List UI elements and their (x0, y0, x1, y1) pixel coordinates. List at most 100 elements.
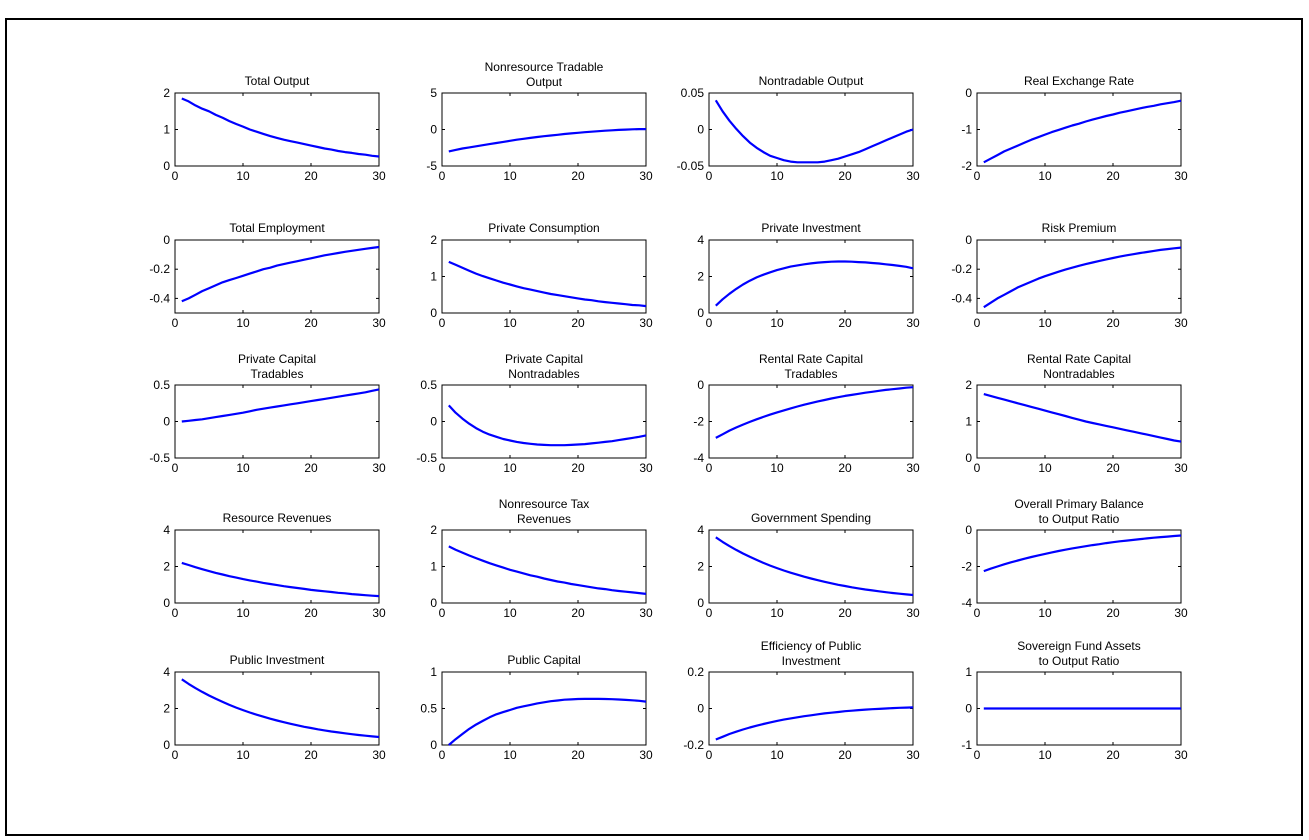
x-tick-label: 0 (974, 606, 981, 620)
axes-box (174, 92, 380, 167)
x-tick-label: 20 (1106, 748, 1120, 762)
y-tick-label: 0 (430, 123, 437, 137)
y-tick-label: 0 (697, 306, 704, 320)
x-tick-label: 10 (1038, 169, 1052, 183)
y-tick-label: 0 (965, 86, 972, 100)
figure-frame (5, 18, 1303, 836)
x-tick-label: 30 (906, 316, 920, 330)
y-tick-label: 1 (430, 665, 437, 679)
subplot-title: to Output Ratio (1039, 512, 1120, 526)
subplot-8: Risk Premium 0 10 20 30 -0.4 -0.2 0 (951, 221, 1188, 330)
x-tick-label: 30 (372, 748, 386, 762)
series-line (715, 386, 914, 439)
y-tick-label: 1 (430, 560, 437, 574)
series-line (715, 260, 914, 307)
y-tick-label: 0 (965, 702, 972, 716)
axes-box (708, 384, 914, 459)
subplot-title: Private Investment (761, 221, 861, 235)
x-tick-label: 0 (172, 606, 179, 620)
subplot-title: Private Capital (505, 352, 583, 366)
x-tick-label: 0 (172, 316, 179, 330)
subplot-4: Real Exchange Rate 0 10 20 30 -2 -1 0 (961, 74, 1188, 183)
x-tick-label: 10 (1038, 316, 1052, 330)
x-tick-label: 10 (1038, 461, 1052, 475)
series-line (181, 97, 380, 158)
y-tick-label: -5 (426, 159, 437, 173)
series-line (983, 534, 1182, 573)
y-tick-label: 2 (163, 86, 170, 100)
x-tick-label: 20 (304, 169, 318, 183)
subplot-title: Nonresource Tax (499, 497, 590, 511)
subplot-13: Resource Revenues 0 10 20 30 0 2 4 (163, 511, 386, 620)
x-tick-label: 0 (974, 316, 981, 330)
y-tick-label: 1 (430, 270, 437, 284)
subplot-title: Nontradables (508, 367, 579, 381)
x-tick-label: 30 (639, 169, 653, 183)
series-line (181, 388, 380, 423)
subplot-1: Total Output 0 10 20 30 0 1 2 (163, 74, 386, 183)
y-tick-label: 0 (965, 451, 972, 465)
x-tick-label: 10 (236, 316, 250, 330)
axes-box (441, 671, 647, 746)
y-tick-label: 1 (163, 123, 170, 137)
subplot-title: Private Consumption (488, 221, 599, 235)
y-tick-label: 1 (965, 415, 972, 429)
x-tick-label: 30 (372, 316, 386, 330)
x-tick-label: 10 (1038, 606, 1052, 620)
y-tick-label: 0 (965, 523, 972, 537)
x-tick-label: 30 (639, 606, 653, 620)
subplot-title: Sovereign Fund Assets (1017, 639, 1140, 653)
subplot-title: Total Employment (229, 221, 325, 235)
y-tick-label: 0 (163, 415, 170, 429)
x-tick-label: 20 (1106, 169, 1120, 183)
y-tick-label: 2 (430, 233, 437, 247)
subplot-17: Public Investment 0 10 20 30 0 2 4 (163, 653, 386, 762)
y-tick-label: -0.05 (677, 159, 705, 173)
x-tick-label: 0 (172, 748, 179, 762)
y-tick-label: -2 (693, 415, 704, 429)
y-tick-label: -0.2 (683, 738, 704, 752)
x-tick-label: 20 (838, 748, 852, 762)
x-tick-label: 30 (906, 748, 920, 762)
series-line (983, 99, 1182, 164)
series-line (983, 393, 1182, 443)
y-tick-label: -0.2 (149, 262, 170, 276)
y-tick-label: 0 (163, 159, 170, 173)
x-tick-label: 10 (770, 316, 784, 330)
x-tick-label: 30 (1174, 748, 1188, 762)
x-tick-label: 30 (639, 461, 653, 475)
subplot-title: Nontradables (1043, 367, 1114, 381)
x-tick-label: 0 (974, 748, 981, 762)
series-line (715, 706, 914, 741)
x-tick-label: 20 (571, 606, 585, 620)
subplot-title: Efficiency of Public (761, 639, 862, 653)
x-tick-label: 10 (236, 169, 250, 183)
subplot-15: Government Spending 0 10 20 30 0 2 4 (697, 511, 920, 620)
subplot-title: Output (526, 75, 563, 89)
y-tick-label: 0 (163, 738, 170, 752)
y-tick-label: -4 (693, 451, 704, 465)
y-tick-label: 0 (697, 596, 704, 610)
y-tick-label: -4 (961, 596, 972, 610)
x-tick-label: 10 (770, 169, 784, 183)
x-tick-label: 0 (706, 316, 713, 330)
x-tick-label: 20 (838, 461, 852, 475)
y-tick-label: 0.2 (687, 665, 704, 679)
x-tick-label: 30 (639, 748, 653, 762)
y-tick-label: -0.4 (149, 291, 170, 305)
subplot-title: Nonresource Tradable (485, 60, 604, 74)
series-line (983, 246, 1182, 309)
x-tick-label: 30 (372, 461, 386, 475)
axes-box (976, 529, 1182, 604)
y-tick-label: 0 (697, 378, 704, 392)
subplot-title: Resource Revenues (223, 511, 332, 525)
series-line (181, 245, 380, 303)
x-tick-label: 30 (1174, 461, 1188, 475)
series-line (714, 99, 914, 164)
